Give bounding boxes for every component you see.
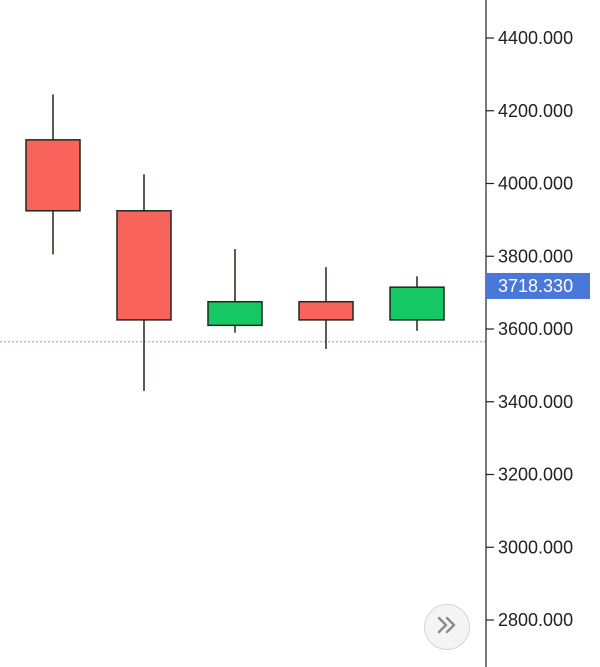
axis-tick-label: 3400.000 — [498, 392, 573, 412]
candle-body-down — [298, 300, 354, 321]
axis-tick-label: 4400.000 — [498, 28, 573, 48]
axis-tick-label: 3800.000 — [498, 246, 573, 266]
axis-tick-label: 4200.000 — [498, 101, 573, 121]
candle[interactable] — [116, 174, 172, 391]
candles-layer — [25, 94, 445, 391]
candle-body-up — [207, 300, 263, 327]
double-chevron-right-icon — [436, 616, 458, 639]
last-price-badge — [486, 272, 590, 299]
candle-body-up — [389, 286, 445, 321]
candle-body-down — [116, 210, 172, 321]
axis-tick-label: 2800.000 — [498, 610, 573, 630]
last-price-marker: 3718.330 — [486, 272, 590, 299]
scroll-to-latest-button[interactable] — [424, 604, 470, 650]
candle[interactable] — [298, 267, 354, 350]
last-price-label: 3718.330 — [498, 276, 573, 296]
candle[interactable] — [207, 248, 263, 333]
candle-body-down — [25, 139, 81, 212]
candle[interactable] — [389, 276, 445, 331]
axis-tick-label: 3200.000 — [498, 465, 573, 485]
axis-tick-label: 3600.000 — [498, 319, 573, 339]
axis-tick-label: 3000.000 — [498, 537, 573, 557]
candle[interactable] — [25, 94, 81, 255]
price-axis[interactable]: 2800.000 3000.000 3200.000 3400.000 3600.000… — [486, 28, 573, 630]
axis-tick-label: 4000.000 — [498, 174, 573, 194]
